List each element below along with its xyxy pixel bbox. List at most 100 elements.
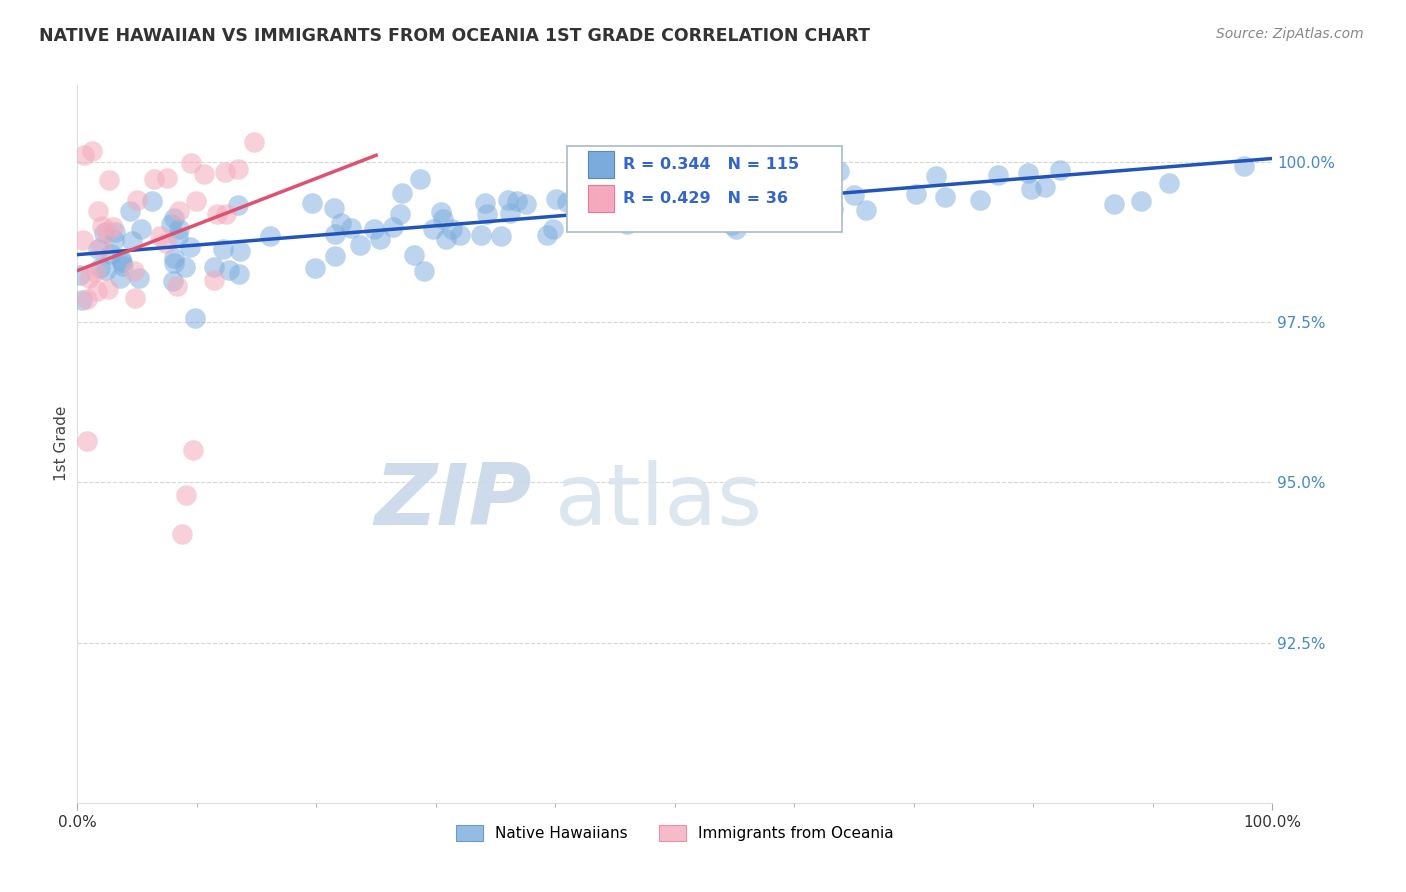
- Text: atlas: atlas: [555, 459, 763, 542]
- Point: [122, 264, 145, 278]
- Point: [162, 274, 184, 288]
- Point: [555, 194, 578, 209]
- Point: [363, 222, 385, 236]
- Point: [654, 171, 676, 186]
- Point: [1102, 196, 1125, 211]
- Point: [193, 167, 215, 181]
- Text: R = 0.344   N = 115: R = 0.344 N = 115: [623, 157, 800, 172]
- Point: [1130, 194, 1153, 208]
- Point: [184, 194, 207, 208]
- Point: [84, 265, 107, 279]
- Point: [93, 227, 115, 241]
- Point: [404, 248, 426, 262]
- Point: [180, 156, 202, 170]
- Point: [432, 211, 454, 226]
- Point: [665, 184, 688, 198]
- Point: [228, 244, 250, 259]
- Point: [772, 177, 794, 191]
- FancyBboxPatch shape: [568, 145, 842, 232]
- Point: [218, 263, 240, 277]
- Point: [172, 526, 194, 541]
- Point: [565, 208, 588, 222]
- Point: [1017, 166, 1039, 180]
- Point: [155, 235, 177, 250]
- Point: [382, 219, 405, 234]
- Text: R = 0.429   N = 36: R = 0.429 N = 36: [623, 191, 789, 206]
- Point: [721, 218, 744, 232]
- Point: [72, 233, 94, 247]
- Point: [737, 176, 759, 190]
- Point: [546, 192, 568, 206]
- Point: [226, 161, 249, 176]
- Point: [449, 227, 471, 242]
- Point: [215, 206, 238, 220]
- Point: [628, 207, 651, 221]
- Point: [714, 148, 737, 162]
- Point: [515, 197, 537, 211]
- Point: [97, 282, 120, 296]
- Point: [368, 232, 391, 246]
- Point: [90, 219, 112, 234]
- Point: [103, 233, 125, 247]
- Point: [79, 270, 101, 285]
- Point: [623, 207, 645, 221]
- Point: [441, 222, 464, 236]
- Point: [70, 293, 93, 307]
- Point: [90, 240, 112, 254]
- Point: [228, 267, 250, 281]
- Point: [228, 198, 250, 212]
- Point: [905, 187, 928, 202]
- Point: [111, 254, 134, 268]
- Point: [112, 259, 135, 273]
- Point: [301, 196, 323, 211]
- Point: [89, 260, 111, 275]
- Point: [412, 263, 434, 277]
- Point: [828, 164, 851, 178]
- Point: [474, 195, 496, 210]
- Point: [969, 194, 991, 208]
- Point: [184, 310, 207, 325]
- Point: [804, 208, 827, 222]
- Point: [103, 220, 124, 235]
- Point: [1049, 163, 1071, 178]
- Point: [810, 186, 832, 200]
- Point: [323, 249, 346, 263]
- Point: [665, 199, 688, 213]
- Text: ZIP: ZIP: [374, 459, 531, 542]
- Point: [571, 204, 593, 219]
- Point: [304, 260, 326, 275]
- Point: [174, 488, 197, 502]
- Point: [104, 225, 127, 239]
- Text: Source: ZipAtlas.com: Source: ZipAtlas.com: [1216, 27, 1364, 41]
- Point: [499, 206, 522, 220]
- Point: [76, 292, 98, 306]
- Point: [651, 182, 673, 196]
- Point: [323, 201, 346, 215]
- Point: [489, 229, 512, 244]
- Point: [855, 202, 877, 217]
- Point: [934, 190, 956, 204]
- Point: [86, 284, 108, 298]
- Text: NATIVE HAWAIIAN VS IMMIGRANTS FROM OCEANIA 1ST GRADE CORRELATION CHART: NATIVE HAWAIIAN VS IMMIGRANTS FROM OCEAN…: [39, 27, 870, 45]
- Point: [69, 268, 91, 283]
- Point: [156, 171, 179, 186]
- Point: [129, 222, 152, 236]
- Point: [202, 260, 225, 274]
- Point: [842, 188, 865, 202]
- Point: [80, 145, 103, 159]
- Point: [650, 182, 672, 196]
- Point: [725, 222, 748, 236]
- Point: [388, 207, 411, 221]
- Point: [340, 221, 363, 235]
- Point: [167, 204, 190, 219]
- Point: [202, 273, 225, 287]
- Point: [616, 217, 638, 231]
- Point: [174, 260, 197, 274]
- Point: [821, 202, 844, 216]
- Point: [349, 238, 371, 252]
- Bar: [588, 151, 614, 178]
- Legend: Native Hawaiians, Immigrants from Oceania: Native Hawaiians, Immigrants from Oceani…: [449, 818, 901, 849]
- Point: [323, 227, 346, 241]
- Point: [678, 205, 700, 219]
- Point: [242, 136, 264, 150]
